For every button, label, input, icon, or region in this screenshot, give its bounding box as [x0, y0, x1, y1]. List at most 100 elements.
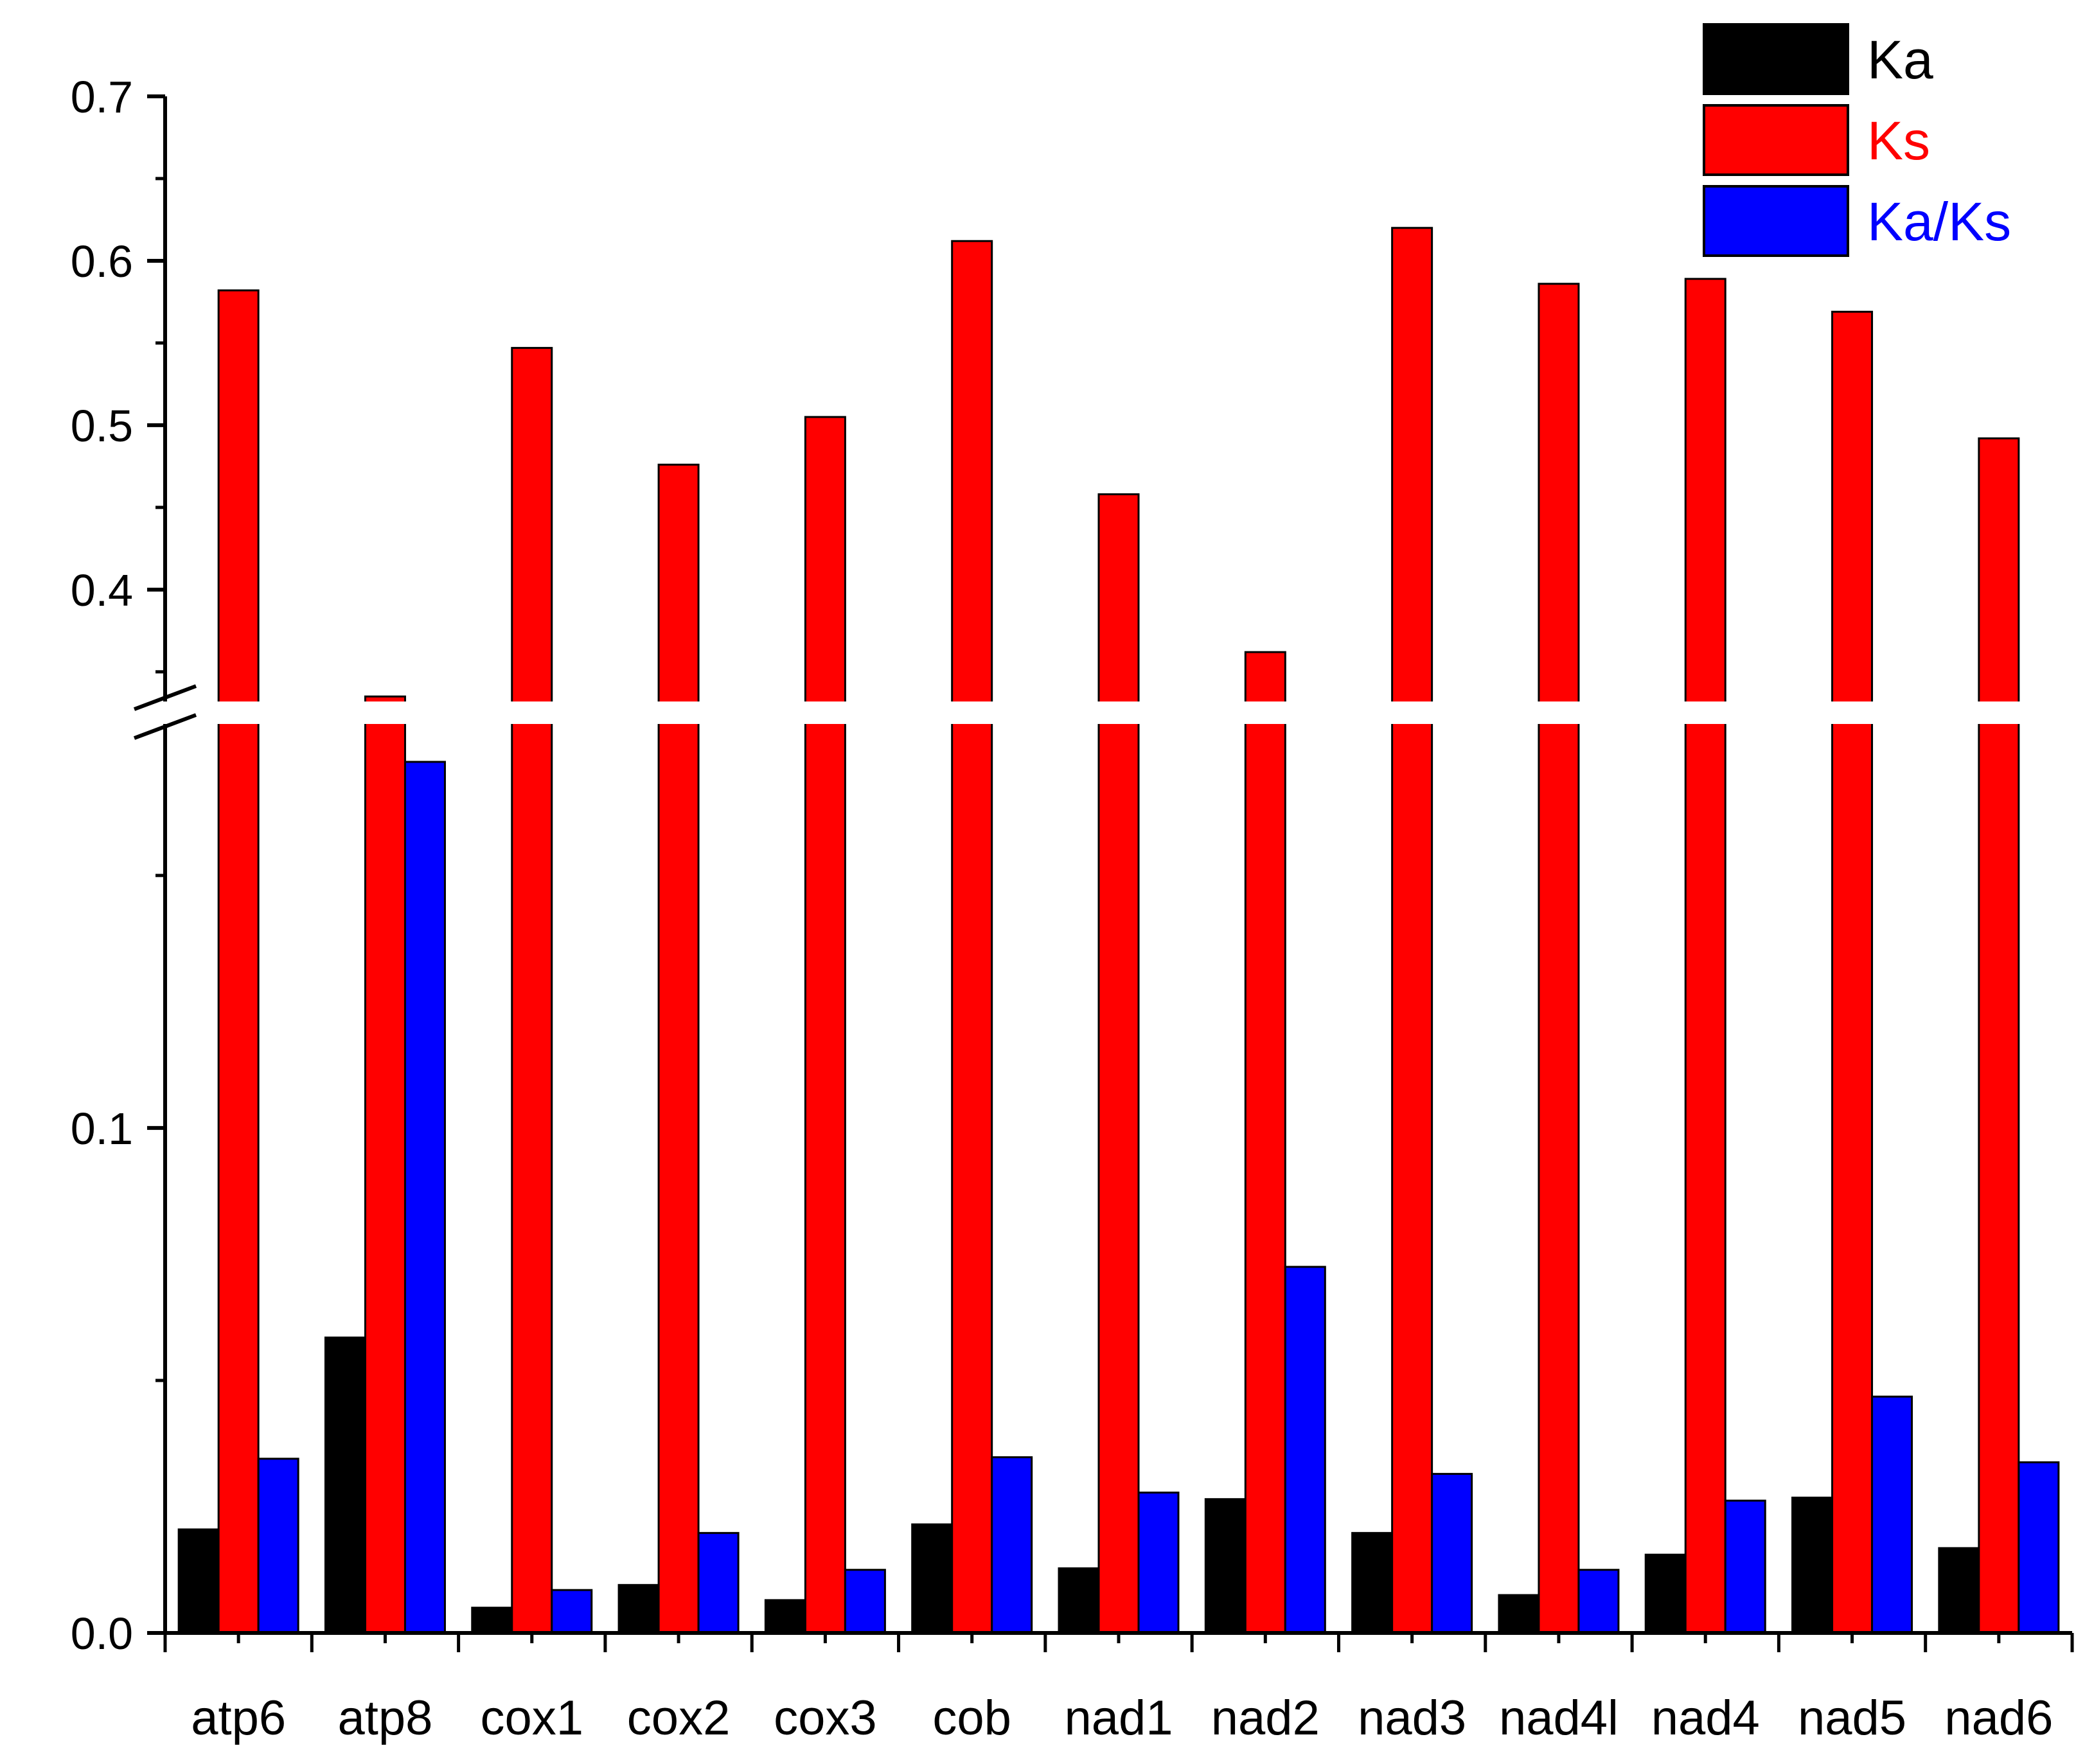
bar-kaks-nad4l: [1577, 1569, 1620, 1634]
bar-ks-atp8: [364, 695, 406, 1634]
y-tick-label: 0.1: [71, 1104, 133, 1154]
legend-label-ks: Ks: [1867, 110, 1930, 171]
x-tick-label-nad1: nad1: [1064, 1691, 1173, 1745]
bar-ka-cox3: [764, 1599, 806, 1634]
y-tick-label: 0.6: [71, 236, 133, 287]
bar-kaks-nad5: [1871, 1395, 1913, 1634]
legend: Ka Ks Ka/Ks: [1703, 23, 2011, 257]
bar-ks-nad2-upper: [1244, 651, 1286, 703]
bar-ka-nad4l: [1498, 1594, 1540, 1634]
x-tick-label-atp8: atp8: [338, 1691, 433, 1745]
bar-kaks-nad6: [2018, 1461, 2060, 1634]
bar-ks-nad4l-upper: [1538, 283, 1580, 703]
bar-ks-nad4-lower: [1684, 723, 1726, 1634]
bar-ks-atp6-lower: [217, 723, 260, 1634]
legend-label-ka: Ka: [1867, 30, 1933, 90]
bar-ks-nad4-upper: [1684, 278, 1726, 703]
axis-break-symbol: [133, 684, 197, 740]
x-tick-label-nad2: nad2: [1211, 1691, 1320, 1745]
bar-ks-atp6-upper: [217, 289, 260, 703]
legend-label-kaks: Ka/Ks: [1867, 191, 2011, 252]
x-tick-label-nad5: nad5: [1798, 1691, 1906, 1745]
x-tick-label-nad4: nad4: [1651, 1691, 1760, 1745]
bars-layer: [168, 227, 2075, 1634]
bar-ks-nad6-upper: [1978, 437, 2020, 703]
legend-swatch-kaks: [1703, 185, 1849, 257]
bar-ks-cox3: [804, 416, 846, 1634]
y-tick-label: 0.7: [71, 72, 133, 122]
x-tick-label-nad4l: nad4l: [1499, 1691, 1619, 1745]
bar-ks-cox2-lower: [657, 723, 700, 1634]
legend-swatch-ks: [1703, 104, 1849, 176]
x-ticks: atp6 atp8 cox1 cox2 cox3 cob nad1 nad2 nad3 nad4l…: [163, 1633, 2074, 1745]
bar-ks-cob: [951, 240, 993, 1634]
bar-kaks-nad3: [1431, 1472, 1473, 1634]
bar-ks-cob-lower: [951, 723, 993, 1634]
x-tick-label-nad6: nad6: [1944, 1691, 2053, 1745]
bar-ks-cox1: [511, 347, 553, 1634]
bar-ks-nad4: [1684, 278, 1726, 1634]
bar-ks-nad2: [1244, 651, 1286, 1634]
bar-ks-cox2-upper: [657, 463, 700, 703]
bar-ks-nad5-lower: [1831, 723, 1874, 1634]
bar-ks-nad1-lower: [1097, 723, 1140, 1634]
bar-kaks-cox1: [551, 1589, 593, 1634]
x-tick-label-cox2: cox2: [627, 1691, 731, 1745]
axis-break-mark-lower: [133, 713, 197, 740]
x-tick-label-atp6: atp6: [191, 1691, 286, 1745]
bar-ks-cox2: [657, 463, 700, 1634]
bar-ks-nad1-upper: [1097, 493, 1140, 703]
x-tick-label-cob: cob: [932, 1691, 1011, 1745]
bar-ka-nad5: [1791, 1496, 1834, 1634]
x-tick-label-cox3: cox3: [774, 1691, 877, 1745]
bar-ks-cox3-upper: [804, 416, 846, 703]
bar-kaks-cox3: [844, 1569, 886, 1634]
bar-ks-atp8-lower: [364, 723, 406, 1634]
bar-ka-nad3: [1351, 1531, 1394, 1634]
bar-ks-nad3-lower: [1391, 723, 1433, 1634]
bar-ks-cox3-lower: [804, 723, 846, 1634]
bar-ka-cox2: [617, 1583, 660, 1634]
bar-ks-cob-upper: [951, 240, 993, 703]
bar-kaks-atp8: [404, 761, 446, 1634]
bar-ks-nad5-upper: [1831, 310, 1874, 703]
bar-kaks-nad4: [1724, 1499, 1766, 1634]
legend-swatch-ka: [1703, 23, 1849, 95]
bar-ks-nad4l: [1538, 283, 1580, 1634]
bar-ks-nad1: [1097, 493, 1140, 1634]
x-tick-label-nad3: nad3: [1358, 1691, 1466, 1745]
bar-kaks-atp6: [257, 1458, 299, 1634]
bar-kaks-nad1: [1137, 1491, 1180, 1634]
x-tick-label-cox1: cox1: [480, 1691, 583, 1745]
bar-ks-nad6: [1978, 437, 2020, 1634]
bar-ks-nad5: [1831, 310, 1874, 1634]
y-tick-label: 0.5: [71, 401, 133, 451]
bar-ka-nad2: [1204, 1498, 1247, 1634]
bar-kaks-cox2: [697, 1531, 740, 1634]
bar-ka-atp6: [177, 1528, 220, 1634]
bar-ks-nad6-lower: [1978, 723, 2020, 1634]
bar-ka-atp8: [324, 1336, 366, 1634]
bar-ka-nad6: [1938, 1547, 1980, 1634]
bar-ks-cox1-upper: [511, 347, 553, 703]
axis-break-gap: [168, 701, 2075, 724]
bar-ks-nad4l-lower: [1538, 723, 1580, 1634]
bar-ks-nad3-upper: [1391, 227, 1433, 703]
axis-break-mark-upper: [133, 684, 197, 711]
bar-ka-cox1: [471, 1607, 513, 1634]
y-ticks: 0.0 0.1 0.4 0.5 0.6 0.7: [71, 72, 165, 1659]
bar-ks-atp6: [217, 289, 260, 1634]
bar-ks-nad3: [1391, 227, 1433, 1634]
bar-ka-nad4: [1644, 1553, 1687, 1634]
y-tick-label: 0.0: [71, 1609, 133, 1659]
axes-layer: 0.0 0.1 0.4 0.5 0.6 0.7 atp6 atp8 cox1 cox2 cox3 c…: [71, 72, 2074, 1745]
bar-ks-cox1-lower: [511, 723, 553, 1634]
bar-kaks-cob: [991, 1456, 1033, 1634]
bar-ka-cob: [911, 1523, 954, 1634]
bar-ka-nad1: [1058, 1567, 1100, 1634]
bar-ks-nad2-lower: [1244, 723, 1286, 1634]
bar-kaks-nad2: [1284, 1266, 1326, 1634]
y-tick-label: 0.4: [71, 565, 133, 615]
